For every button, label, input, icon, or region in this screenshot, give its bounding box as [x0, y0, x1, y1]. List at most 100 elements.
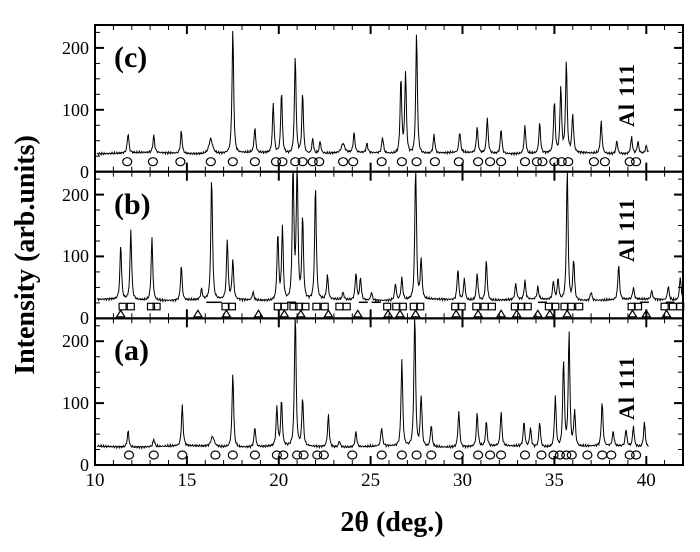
xrd-trace-a — [96, 318, 649, 450]
peak-marker-triangle — [192, 309, 203, 318]
x-tick-label: 25 — [361, 470, 381, 491]
x-tick-label: 35 — [544, 470, 564, 491]
peak-marker-circle — [561, 450, 572, 460]
peak-marker-circle — [297, 157, 308, 167]
peak-marker-square — [510, 302, 519, 311]
peak-marker-triangle — [394, 309, 406, 318]
peak-marker-circle — [348, 157, 359, 167]
peak-marker-circle — [485, 450, 496, 460]
peak-marker-circle — [588, 157, 600, 167]
peak-marker-circle — [630, 450, 642, 460]
peak-marker-square — [457, 302, 466, 311]
peak-marker-circle — [227, 450, 238, 460]
y-tick-label: 200 — [62, 331, 89, 352]
panel-label: (a) — [114, 334, 149, 368]
peak-marker-square — [633, 302, 643, 311]
peak-marker-circle — [298, 450, 309, 460]
peak-marker-square — [342, 302, 351, 311]
peak-marker-triangle — [661, 309, 672, 318]
peak-marker-circle — [496, 450, 507, 460]
x-tick-label: 30 — [453, 470, 472, 491]
peak-marker-circle — [292, 450, 303, 460]
peak-marker-square — [523, 302, 532, 311]
peak-marker-circle — [563, 157, 574, 167]
peak-marker-square — [335, 302, 344, 311]
peak-marker-square — [472, 302, 481, 311]
peak-marker-triangle — [323, 309, 334, 318]
peak-marker-circle — [376, 157, 387, 167]
xrd-trace-b — [96, 172, 683, 304]
peak-marker-circle — [271, 450, 282, 460]
peak-marker-circle — [597, 450, 608, 460]
peak-marker-circle — [277, 157, 288, 167]
peak-marker-circle — [338, 157, 349, 167]
peak-marker-square — [301, 302, 310, 311]
peak-marker-square — [294, 302, 304, 311]
peak-marker-circle — [396, 450, 407, 460]
peak-marker-circle — [485, 157, 496, 167]
peak-marker-triangle — [352, 309, 363, 318]
peak-marker-triangle — [544, 309, 555, 318]
al-111-label: Al 111 — [614, 356, 639, 421]
peak-marker-triangle — [295, 309, 306, 318]
peak-marker-circle — [278, 450, 289, 460]
peak-marker-circle — [473, 157, 484, 167]
peak-marker-triangle — [115, 309, 126, 318]
peak-marker-circle — [227, 157, 238, 167]
peak-marker-circle — [347, 450, 358, 460]
peak-marker-circle — [537, 157, 548, 167]
y-tick-label: 0 — [80, 308, 89, 329]
y-tick-label: 200 — [62, 184, 89, 205]
peak-marker-circle — [270, 157, 282, 167]
peak-marker-triangle — [496, 309, 507, 318]
peak-marker-triangle — [279, 309, 290, 318]
peak-marker-square — [451, 302, 460, 311]
peak-marker-circle — [519, 450, 531, 460]
peak-marker-triangle — [473, 309, 484, 318]
x-tick-label: 15 — [177, 470, 197, 491]
x-axis-title: 2θ (deg.) — [340, 507, 444, 538]
peak-marker-circle — [148, 450, 159, 460]
peak-marker-square — [551, 302, 560, 311]
xrd-trace-c — [96, 30, 649, 157]
y-tick-label: 0 — [80, 455, 89, 475]
peak-marker-square — [575, 302, 584, 311]
peak-marker-triangle — [221, 309, 232, 318]
peak-marker-circle — [566, 450, 577, 460]
peak-marker-circle — [473, 450, 484, 460]
peak-marker-circle — [396, 157, 407, 167]
peak-marker-circle — [122, 157, 133, 167]
peak-marker-circle — [549, 157, 560, 167]
panel-border — [94, 317, 684, 466]
peak-marker-circle — [606, 450, 617, 460]
y-axis-title: Intensity (arb.units) — [10, 135, 41, 375]
peak-marker-circle — [210, 450, 221, 460]
peak-marker-circle — [318, 450, 329, 460]
panel-label: (b) — [114, 187, 151, 221]
peak-marker-circle — [312, 450, 323, 460]
peak-marker-square — [227, 302, 236, 311]
peak-marker-triangle — [641, 309, 652, 318]
y-tick-label: 100 — [62, 393, 89, 414]
peak-marker-circle — [307, 157, 318, 167]
peak-marker-circle — [147, 157, 158, 167]
peak-marker-square — [660, 302, 669, 311]
peak-marker-square — [289, 302, 298, 311]
y-tick-label: 200 — [62, 37, 89, 58]
peak-marker-circle — [556, 157, 567, 167]
peak-marker-triangle — [253, 309, 264, 318]
y-tick-label: 0 — [80, 161, 89, 182]
peak-marker-circle — [429, 157, 440, 167]
peak-marker-circle — [630, 157, 642, 167]
peak-marker-circle — [426, 450, 437, 460]
peak-marker-circle — [411, 157, 422, 167]
peak-marker-circle — [205, 157, 216, 167]
peak-marker-circle — [249, 157, 260, 167]
peak-marker-circle — [177, 450, 188, 460]
al-111-label: Al 111 — [614, 197, 639, 262]
peak-marker-circle — [376, 450, 387, 460]
peak-marker-circle — [123, 450, 135, 460]
panel-border — [94, 170, 684, 320]
